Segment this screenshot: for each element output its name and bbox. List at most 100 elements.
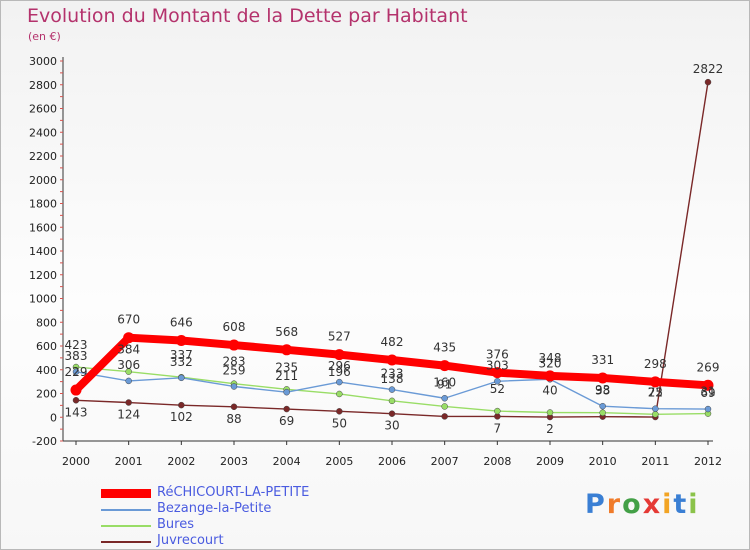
data-point-2 [494,407,501,415]
chart-title: Evolution du Montant de la Dette par Hab… [27,5,468,27]
data-point-2 [388,397,396,405]
y-tick-label: 0 [50,411,57,424]
data-label: 31 [700,385,715,399]
x-tick-label: 2012 [694,455,722,468]
data-label: 423 [65,338,88,352]
data-label: 283 [223,355,246,369]
data-point-0 [386,354,398,366]
y-tick-label: 1000 [29,293,57,306]
x-tick-label: 2006 [378,455,406,468]
data-point-2 [441,403,448,410]
data-label: 2822 [693,62,724,76]
data-point-3 [704,78,712,86]
data-label: 482 [381,335,404,349]
data-label: 670 [117,313,140,327]
x-tick-label: 2007 [431,455,459,468]
data-label: 38 [595,384,610,398]
x-tick-label: 2001 [115,455,143,468]
y-tick-label: 400 [36,364,57,377]
logo-letter: r [606,489,623,520]
y-tick-label: 2800 [29,79,57,92]
data-point-0 [544,370,556,382]
data-label: 52 [490,382,505,396]
data-label: 30 [384,419,399,433]
data-label: 337 [170,348,193,362]
data-point-3 [230,403,238,411]
data-point-2 [652,411,659,418]
y-tick-label: 2200 [29,150,57,163]
y-tick-label: -200 [32,435,57,448]
legend-label: Juvrecourt [157,533,224,548]
data-label: 88 [226,412,241,426]
logo-letter: P [585,489,607,520]
data-point-0 [175,335,187,347]
x-tick-label: 2011 [641,455,669,468]
proxiti-logo: Proxiti [585,489,700,520]
legend-label: RéCHICOURT-LA-PETITE [157,485,310,500]
data-point-0 [281,344,293,356]
data-point-1 [178,374,185,382]
x-tick-label: 2009 [536,455,564,468]
data-label: 233 [381,367,404,381]
logo-letter: t [673,489,689,520]
chart-subtitle: (en €) [28,30,61,43]
data-point-1 [336,378,343,386]
x-tick-label: 2005 [325,455,353,468]
data-point-0 [702,379,714,391]
data-point-3 [441,413,448,420]
x-tick-label: 2002 [167,455,195,468]
data-label: 527 [328,330,351,344]
data-point-3 [336,408,343,415]
data-label: 93 [595,383,610,397]
legend-label: Bures [157,517,194,532]
data-label: 72 [648,386,663,400]
y-tick-label: 2600 [29,103,57,116]
data-label: 568 [275,325,298,339]
data-label: 259 [223,363,246,377]
y-tick-label: 600 [36,340,57,353]
data-point-3 [178,401,185,409]
data-label: 2 [546,422,554,436]
data-label: 348 [539,351,562,365]
data-point-0 [228,339,240,351]
data-point-2 [599,409,606,416]
data-label: 40 [542,384,557,398]
data-label: 25 [648,385,663,399]
data-point-3 [388,410,396,417]
y-tick-label: 1400 [29,245,57,258]
logo-letter: i [688,489,700,520]
x-tick-label: 2010 [589,455,617,468]
data-label: 303 [486,358,509,372]
data-label: 143 [65,405,88,419]
data-label: 646 [170,316,193,330]
data-point-0 [70,384,82,396]
x-tick-label: 2004 [273,455,301,468]
data-label: 235 [275,360,298,374]
data-point-1 [652,405,659,412]
y-tick-label: 1800 [29,198,57,211]
data-label: 50 [332,416,347,430]
y-tick-label: 1200 [29,269,57,282]
data-point-0 [333,349,345,361]
data-point-3 [125,399,132,406]
data-label: 229 [65,365,88,379]
x-tick-label: 2008 [483,455,511,468]
data-label: 296 [328,359,351,373]
data-point-1 [72,368,80,376]
data-point-0 [597,372,609,384]
data-point-1 [599,402,606,410]
data-point-1 [125,377,132,385]
legend-swatch [101,489,151,498]
data-point-2 [336,390,343,398]
y-tick-label: 2400 [29,126,57,139]
data-label: 320 [539,356,562,370]
data-label: 383 [65,349,88,363]
legend-swatch [101,509,151,511]
data-label: 269 [697,360,720,374]
data-label: 138 [381,372,404,386]
legend-label: Bezange-la-Petite [157,501,272,516]
data-point-1 [230,383,238,390]
y-tick-label: 200 [36,388,57,401]
